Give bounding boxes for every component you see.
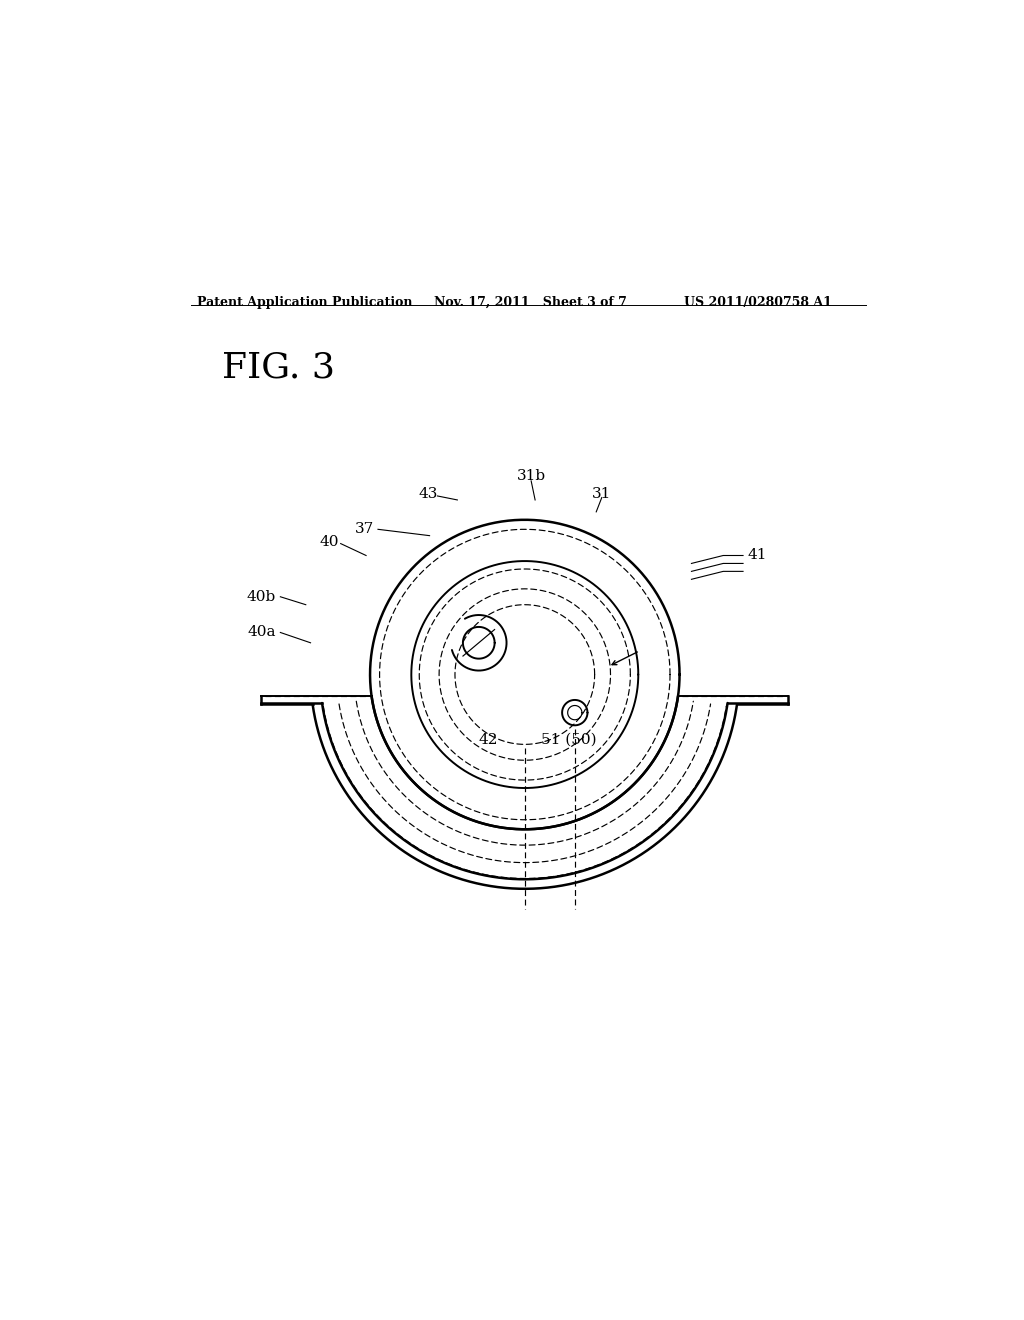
Text: 31b: 31b	[516, 469, 546, 483]
Text: FIG. 3: FIG. 3	[221, 351, 335, 384]
Text: 40b: 40b	[247, 590, 275, 603]
Text: 42: 42	[478, 733, 498, 747]
Text: Nov. 17, 2011   Sheet 3 of 7: Nov. 17, 2011 Sheet 3 of 7	[433, 296, 627, 309]
Text: 31: 31	[592, 487, 611, 500]
Text: 40a: 40a	[247, 626, 275, 639]
Text: 40: 40	[319, 535, 339, 549]
Text: US 2011/0280758 A1: US 2011/0280758 A1	[684, 296, 831, 309]
Text: 51 (50): 51 (50)	[541, 733, 596, 747]
Text: 43: 43	[418, 487, 437, 500]
Text: Patent Application Publication: Patent Application Publication	[197, 296, 413, 309]
Text: 41: 41	[748, 549, 767, 562]
Text: 37: 37	[355, 523, 374, 536]
